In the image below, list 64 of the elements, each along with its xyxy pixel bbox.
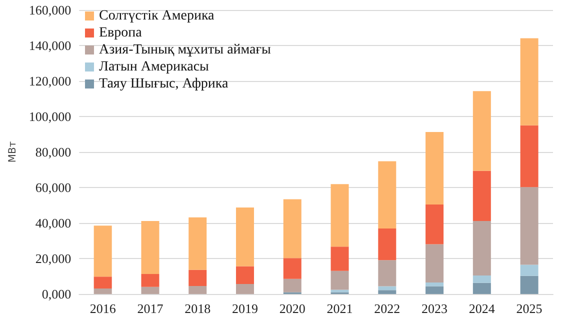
legend-label: Европа: [99, 26, 143, 40]
bar: [378, 260, 396, 286]
x-tick-label: 2020: [279, 301, 306, 316]
y-tick-label: 60,000: [35, 180, 72, 195]
y-tick-label: 160,000: [28, 2, 72, 18]
bar: [188, 286, 207, 294]
bar: [94, 226, 112, 277]
bar: [472, 170, 491, 222]
bar: [520, 125, 538, 188]
bar: [520, 38, 538, 126]
bar: [378, 228, 396, 260]
bar: [472, 282, 491, 294]
x-tick-label: 2022: [374, 301, 400, 316]
bar: [283, 199, 302, 258]
bar: [94, 276, 112, 288]
bar: [426, 282, 444, 286]
y-tick-label: 80,000: [35, 144, 72, 160]
legend-label: Латын Америкасы: [99, 60, 210, 74]
y-tick-label: 40,000: [35, 216, 72, 230]
bar: [94, 288, 112, 294]
y-tick-label: 120,000: [28, 74, 72, 88]
x-tick-label: 2017: [137, 301, 164, 316]
legend-label: Солтүстік Америка: [99, 8, 216, 24]
bar: [520, 264, 538, 276]
bar: [426, 286, 444, 294]
legend-label: Таяу Шығыс, Африка: [99, 76, 229, 92]
y-axis-title: МВт: [8, 141, 18, 163]
y-tick-label: 20,000: [35, 251, 72, 266]
x-tick-label: 2024: [468, 301, 496, 316]
bar: [141, 286, 160, 294]
x-tick-label: 2025: [516, 301, 542, 316]
bar: [330, 184, 349, 247]
x-tick-label: 2019: [232, 301, 258, 316]
bar: [188, 270, 207, 286]
bar: [378, 290, 396, 294]
y-tick-label: 100,000: [28, 109, 72, 124]
x-tick-label: 2021: [326, 301, 353, 316]
y-tick-label: 0,000: [42, 286, 72, 302]
bar: [426, 132, 444, 205]
bar: [283, 258, 302, 279]
bar: [378, 286, 396, 290]
bar: [426, 204, 444, 244]
bar: [520, 187, 538, 265]
bar: [236, 284, 254, 294]
bar: [283, 278, 302, 292]
x-tick-label: 2018: [184, 301, 211, 316]
bar: [330, 290, 349, 292]
y-tick-label: 140,000: [28, 38, 72, 53]
legend-label: Азия-Тынық мұхиты аймағы: [99, 42, 272, 58]
bar: [141, 274, 160, 287]
bar: [520, 276, 538, 294]
bar: [378, 161, 396, 229]
x-tick-label: 2023: [422, 301, 448, 316]
bar: [236, 266, 254, 284]
bar: [236, 208, 254, 266]
bar: [426, 244, 444, 282]
bar: [141, 221, 160, 274]
bar: [472, 221, 491, 276]
bar: [472, 91, 491, 171]
x-tick-label: 2016: [90, 301, 116, 316]
bar: [188, 217, 207, 270]
bar: [472, 276, 491, 283]
bar: [330, 270, 349, 290]
bar: [330, 246, 349, 271]
